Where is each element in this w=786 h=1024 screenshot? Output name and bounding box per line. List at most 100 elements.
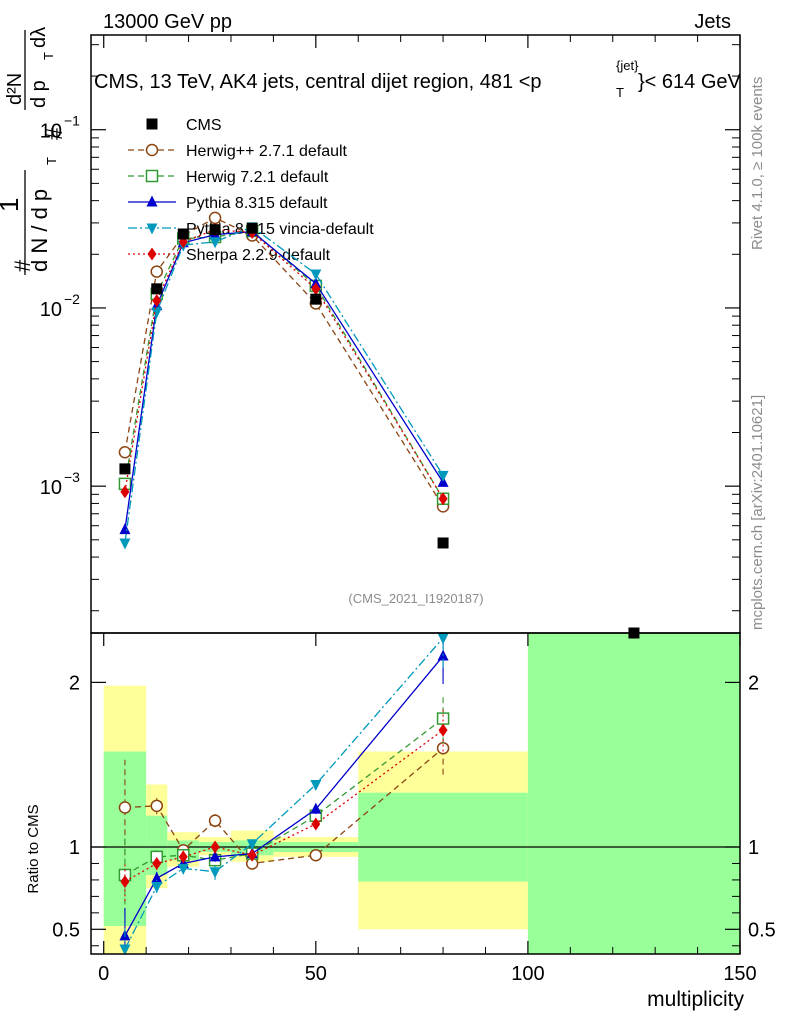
y-ratio-label-right-1: 1 [748,837,759,859]
legend-marker-2 [145,169,159,183]
x-tick-label-1: 50 [305,963,327,985]
main-point-cms-3 [209,224,221,236]
legend-label-3: Pythia 8.315 default [186,195,328,212]
main-point-series-4-0 [120,485,130,499]
ylabel-hash-1: # [10,259,35,272]
y-ratio-label-left-1: 1 [69,837,80,859]
ratio-point-series-3-4 [246,839,258,851]
ratio-point-series-3-6 [437,633,449,645]
ratio-point-series-0-1 [150,799,163,813]
y-main-label-exp-2: −3 [64,469,80,485]
main-point-cms-1 [151,283,163,295]
y-ratio-label-left-0: 0.5 [52,919,80,941]
main-point-series-3-1 [151,307,163,319]
ratio-bands [91,633,740,954]
ratio-point-series-4-5 [311,817,321,831]
ylabel-dl: dλ [28,27,50,48]
main-point-series-3-5 [310,269,322,281]
main-point-cms-6 [437,537,449,549]
ratio-point-series-4-4 [247,848,257,862]
legend-label-0: CMS [186,117,222,134]
main-line-series-3 [124,226,444,544]
ylabel-d2n: d²N [4,73,26,105]
ratio-point-series-0-5 [309,848,323,862]
main-point-cms-5 [310,293,322,305]
ratio-point-series-3-1 [151,882,163,894]
ratio-frame [90,632,741,955]
main-point-series-3-0 [119,538,131,550]
main-plot-marks [118,211,640,639]
y-main-label-base-1: 10 [40,299,62,321]
x-tick-label-2: 100 [511,963,544,985]
ratio-point-series-0-0 [118,801,132,814]
ratio-plot-marks [118,633,450,956]
legend-marker-4 [146,223,158,235]
main-point-cms-2 [177,228,189,240]
band-green-7 [527,633,740,954]
ratio-point-series-2-3 [209,850,221,862]
legend-label-5: Sherpa 2.2.9 default [186,247,331,264]
side-rivet-label: Rivet 4.1.0, ≥ 100k events [749,77,766,250]
main-ylabel: # 1 d N / d p T # d²N d p T dλ [0,27,67,275]
y-main-label-base-0: 10 [40,121,62,143]
ratio-point-series-4-2 [178,850,188,864]
legend-label-2: Herwig 7.2.1 default [186,169,329,186]
ylabel-sub-t-2: T [41,52,56,60]
band-green-6 [358,792,528,882]
ratio-point-series-3-2 [177,863,189,875]
title-main: CMS, 13 TeV, AK4 jets, central dijet reg… [94,71,542,93]
main-point-series-4-6 [438,492,448,506]
y-ratio-label-right-0: 0.5 [748,919,776,941]
ratio-point-series-3-5 [310,779,322,791]
header-jets: Jets [694,11,731,33]
ratio-point-series-4-0 [120,875,130,889]
y-main-label-base-2: 10 [40,477,62,499]
title-sup: {jet} [616,58,639,73]
title-end: }< 614 GeV [638,71,742,93]
header-energy: 13000 GeV pp [103,11,232,33]
main-point-series-0-3 [208,211,222,225]
legend-marker-5 [147,247,157,261]
y-ratio-label-right-2: 2 [748,672,759,694]
y-main-label-exp-1: −2 [64,291,80,307]
ylabel-one: 1 [0,198,24,212]
x-tick-label-0: 0 [98,963,109,985]
ratio-point-series-0-3 [208,814,222,827]
analysis-id: (CMS_2021_I1920187) [348,591,483,606]
ylabel-hash-2: # [42,127,67,140]
main-point-cms-0 [119,463,131,475]
main-point-series-0-0 [118,445,132,459]
ratio-point-series-2-1 [151,871,163,883]
x-axis-label: multiplicity [647,988,744,1011]
main-point-series-4-5 [311,282,321,296]
main-point-cms-4 [246,222,258,234]
ratio-point-series-4-6 [438,723,448,737]
main-point-series-0-1 [150,265,163,278]
ratio-point-series-4-1 [152,856,162,870]
legend-marker-1 [145,143,159,157]
ylabel-sub-t: T [44,157,59,165]
ratio-point-series-2-5 [310,802,322,814]
ratio-point-series-3-0 [119,944,131,956]
ratio-point-series-0-6 [436,741,450,755]
legend-marker-0 [146,118,158,130]
main-point-series-3-6 [437,470,449,482]
title-sub: T [616,85,624,100]
legend-label-1: Herwig++ 2.7.1 default [186,143,348,160]
ratio-point-series-3-3 [209,867,221,879]
main-point-series-2-0 [119,523,131,535]
side-mcplots-label: mcplots.cern.ch [arXiv:2401.10621] [749,395,766,630]
ratio-point-series-4-3 [210,840,220,854]
ylabel-dn-dpt: d N / d p [27,189,52,272]
legend: CMS Herwig++ 2.7.1 default Herwig 7.2.1 de… [128,117,374,264]
x-tick-label-3: 150 [723,963,756,985]
main-line-series-2 [124,230,444,530]
chart-title: CMS, 13 TeV, AK4 jets, central dijet reg… [94,58,742,100]
y-main-label-exp-0: −1 [64,113,80,129]
ylabel-dp: d p [28,80,50,108]
main-point-series-3-3 [209,237,221,249]
main-point-series-4-1 [152,294,162,308]
ratio-ylabel: Ratio to CMS [25,804,42,893]
